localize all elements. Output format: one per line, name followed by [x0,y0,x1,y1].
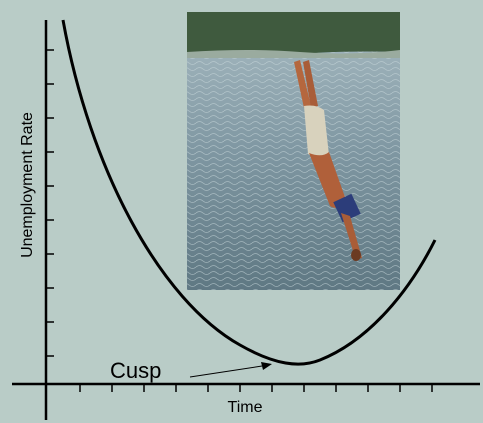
annotation: Cusp [110,358,161,383]
x-axis-label: Time [228,399,263,416]
photo [187,12,400,290]
y-axis-label: Unemployment Rate [19,112,36,258]
chart: Cusp Time Unemployment Rate [0,0,483,423]
